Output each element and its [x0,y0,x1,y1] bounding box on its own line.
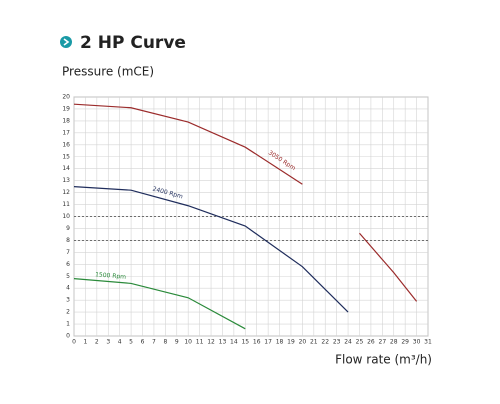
y-tick-label: 17 [62,129,70,136]
x-tick-label: 8 [163,339,167,346]
title-icon-arrow [63,38,70,46]
y-tick-label: 8 [66,237,70,244]
x-tick-label: 22 [321,339,329,346]
x-tick-label: 21 [310,339,318,346]
y-tick-label: 4 [66,285,70,292]
x-tick-label: 14 [230,339,238,346]
x-tick-label: 5 [129,339,133,346]
y-tick-label: 10 [62,213,70,220]
y-tick-label: 12 [62,189,70,196]
x-tick-label: 16 [253,339,261,346]
y-tick-label: 20 [62,94,70,101]
x-tick-label: 1 [84,339,88,346]
x-tick-label: 29 [401,339,409,346]
x-tick-label: 23 [333,339,341,346]
x-axis-label: Flow rate (m³/h) [335,353,432,367]
x-tick-label: 31 [424,339,432,346]
series-label: 1500 Rpm [95,271,127,281]
y-tick-label: 19 [62,105,70,112]
x-tick-label: 7 [152,339,156,346]
y-tick-label: 5 [66,273,70,280]
x-tick-label: 4 [118,339,122,346]
series-label: 2400 Rpm [152,186,184,201]
x-tick-label: 12 [207,339,215,346]
chart-title: 2 HP Curve [80,33,186,53]
x-tick-label: 15 [241,339,249,346]
x-tick-label: 25 [356,339,364,346]
y-tick-label: 18 [62,117,70,124]
series-line [73,186,349,313]
x-tick-label: 10 [184,339,192,346]
y-tick-label: 6 [66,261,70,268]
x-tick-label: 0 [72,339,76,346]
x-tick-label: 6 [141,339,145,346]
x-tick-label: 13 [219,339,227,346]
title-icon [60,36,72,48]
x-tick-label: 27 [379,339,387,346]
y-axis-label: Pressure (mCE) [62,65,154,79]
y-tick-label: 11 [62,201,70,208]
series-line [73,278,246,330]
x-tick-label: 2 [95,339,99,346]
y-tick-label: 0 [66,333,70,340]
y-tick-label: 9 [66,225,70,232]
y-tick-label: 15 [62,153,70,160]
x-tick-label: 30 [413,339,421,346]
x-tick-label: 3 [106,339,110,346]
x-tick-label: 18 [276,339,284,346]
y-tick-label: 1 [66,321,70,328]
x-tick-label: 9 [175,339,179,346]
x-tick-label: 20 [299,339,307,346]
x-tick-label: 28 [390,339,398,346]
y-tick-label: 3 [66,297,70,304]
y-tick-label: 13 [62,177,70,184]
x-tick-label: 26 [367,339,375,346]
y-tick-label: 14 [62,165,70,172]
y-tick-label: 16 [62,141,70,148]
y-tick-label: 2 [66,309,70,316]
series-line [73,103,418,302]
y-tick-label: 7 [66,249,70,256]
x-tick-label: 24 [344,339,352,346]
x-tick-label: 11 [196,339,204,346]
x-tick-label: 19 [287,339,295,346]
x-tick-label: 17 [264,339,272,346]
